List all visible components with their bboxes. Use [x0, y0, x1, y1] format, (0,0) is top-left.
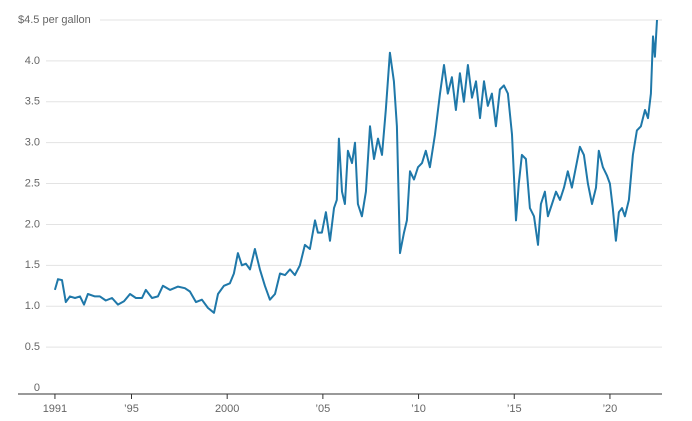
x-tick-label: 1991 — [43, 403, 67, 415]
y-tick-label: 1.0 — [25, 300, 40, 312]
y-tick-label: 3.0 — [25, 137, 40, 149]
y-tick-label: 2.0 — [25, 218, 40, 230]
y-tick-label: 4.0 — [25, 55, 40, 67]
x-tick-label: 2000 — [215, 403, 239, 415]
x-tick-label: ’20 — [603, 403, 618, 415]
y-tick-label: $4.5 per gallon — [18, 14, 91, 26]
y-tick-label: 0 — [34, 382, 40, 394]
y-tick-label: 2.5 — [25, 177, 40, 189]
y-tick-label: 1.5 — [25, 259, 40, 271]
y-tick-label: 3.5 — [25, 96, 40, 108]
price-line — [53, 19, 658, 314]
x-tick-label: ’15 — [507, 403, 522, 415]
x-tick-label: ’95 — [124, 403, 139, 415]
x-tick-label: ’05 — [316, 403, 331, 415]
x-tick-label: ’10 — [411, 403, 426, 415]
y-tick-label: 0.5 — [25, 341, 40, 353]
